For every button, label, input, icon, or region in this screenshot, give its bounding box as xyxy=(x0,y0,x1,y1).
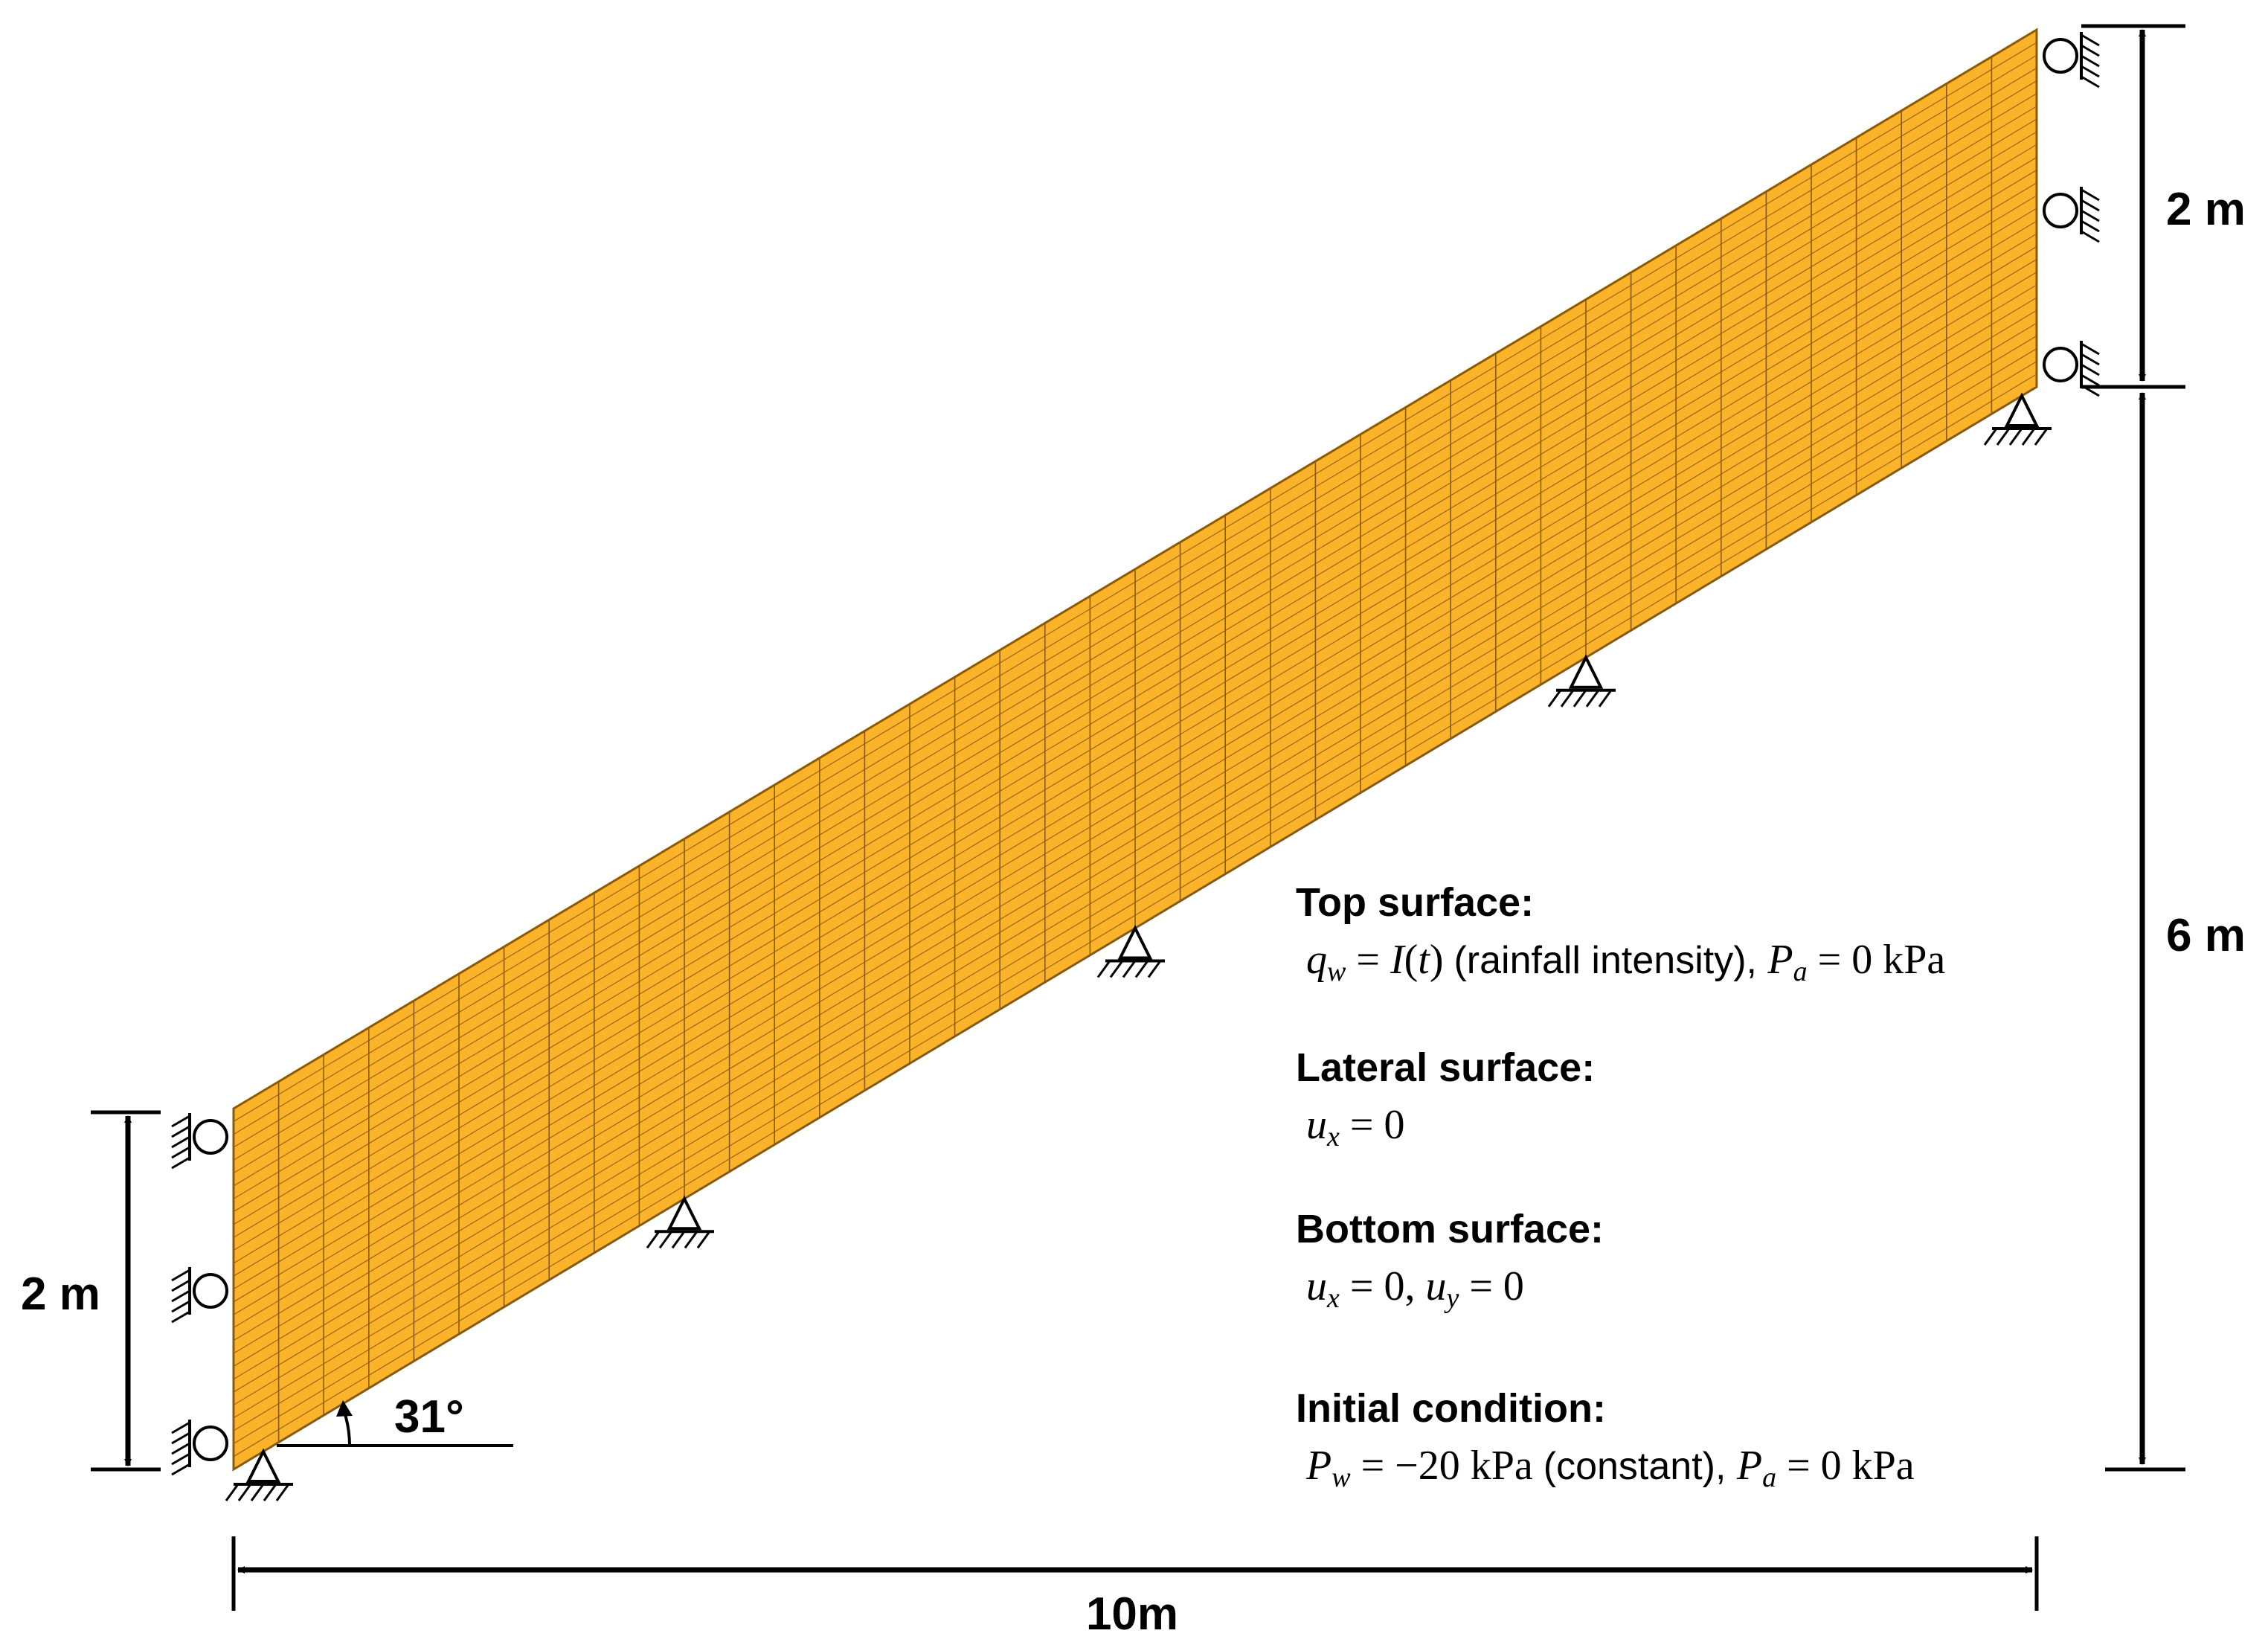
left-height-dimension: 2 m xyxy=(21,1110,161,1472)
pin-support xyxy=(1547,654,1616,708)
roller-support xyxy=(171,1113,228,1170)
roller-support xyxy=(171,1267,228,1324)
mesh-row-line xyxy=(233,220,2037,1303)
pin-support xyxy=(646,1195,714,1249)
mesh-row-line xyxy=(233,361,2037,1444)
mesh-row-line xyxy=(233,246,2037,1328)
mesh-row-line xyxy=(233,67,2037,1148)
mesh-row-line xyxy=(233,297,2037,1380)
roller-support xyxy=(2043,187,2100,243)
top-surface-condition: Top surface: qw = I(t) (rainfall intensi… xyxy=(1296,876,2226,1003)
mesh-row-line xyxy=(233,284,2037,1367)
pin-supports xyxy=(225,392,2052,1501)
bottom-surface-heading: Bottom surface: xyxy=(1296,1207,1604,1251)
mesh-row-line xyxy=(233,335,2037,1419)
mesh-row-line xyxy=(233,259,2037,1341)
mesh-row-line xyxy=(233,93,2037,1174)
top-surface-equation: qw = I(t) (rainfall intensity), Pa = 0 k… xyxy=(1306,937,1946,987)
mesh-row-line xyxy=(233,322,2037,1405)
width-dimension: 10m xyxy=(231,1536,2039,1640)
pin-support xyxy=(1096,925,1165,978)
bottom-surface-condition: Bottom surface: ux = 0, uy = 0 xyxy=(1296,1203,2226,1330)
top-surface-heading: Top surface: xyxy=(1296,880,1535,925)
initial-condition-equation: Pw = −20 kPa (constant), Pa = 0 kPa xyxy=(1306,1443,1915,1493)
left-height-label: 2 m xyxy=(21,1269,100,1320)
mesh-row-line xyxy=(233,80,2037,1161)
width-label: 10m xyxy=(1086,1588,1178,1640)
mesh-grid-lines xyxy=(233,42,2037,1458)
mesh-row-line xyxy=(233,373,2037,1458)
mesh-row-line xyxy=(233,233,2037,1315)
mesh-row-line xyxy=(233,131,2037,1213)
initial-condition: Initial condition: Pw = −20 kPa (constan… xyxy=(1296,1382,2226,1509)
left-roller-supports xyxy=(171,1113,228,1476)
lateral-surface-condition: Lateral surface: ux = 0 xyxy=(1296,1042,2226,1168)
right-roller-supports xyxy=(2043,32,2100,397)
mesh-row-line xyxy=(233,54,2037,1135)
roller-support xyxy=(2043,32,2100,89)
mesh-row-line xyxy=(233,272,2037,1354)
right-height-label: 6 m xyxy=(2166,910,2246,961)
initial-condition-heading: Initial condition: xyxy=(1296,1386,1606,1431)
mesh-row-line xyxy=(233,195,2037,1277)
mesh-row-line xyxy=(233,144,2037,1225)
lateral-surface-heading: Lateral surface: xyxy=(1296,1045,1596,1090)
mesh-row-line xyxy=(233,182,2037,1264)
mesh-row-line xyxy=(233,170,2037,1251)
roller-support xyxy=(171,1420,228,1476)
bottom-surface-equation: ux = 0, uy = 0 xyxy=(1306,1263,1524,1314)
mesh-row-line xyxy=(233,118,2037,1199)
pin-support xyxy=(1983,392,2052,446)
slope-angle-label: 31° xyxy=(394,1391,464,1443)
right-top-height-label: 2 m xyxy=(2166,184,2246,235)
mesh-row-line xyxy=(233,156,2037,1238)
mesh-row-line xyxy=(233,42,2037,1122)
slope-angle-indicator: 31° xyxy=(277,1391,513,1447)
roller-support xyxy=(2043,341,2100,397)
pin-support xyxy=(225,1448,293,1501)
mesh-row-line xyxy=(233,348,2037,1431)
mesh-row-line xyxy=(233,208,2037,1290)
right-height-dimensions: 2 m 6 m xyxy=(2081,24,2246,1472)
lateral-surface-equation: ux = 0 xyxy=(1306,1102,1405,1152)
mesh-row-line xyxy=(233,310,2037,1393)
slope-mesh xyxy=(232,28,2038,1472)
mesh-row-line xyxy=(233,106,2037,1187)
